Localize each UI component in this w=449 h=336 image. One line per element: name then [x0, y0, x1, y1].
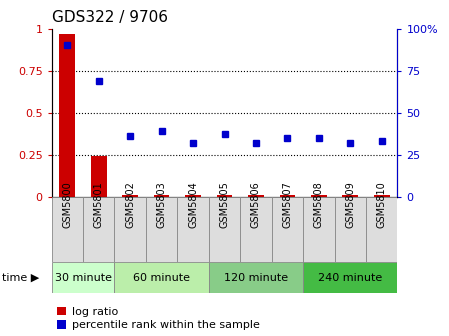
Text: 120 minute: 120 minute — [224, 272, 288, 283]
Text: GSM5809: GSM5809 — [345, 181, 355, 228]
Text: GDS322 / 9706: GDS322 / 9706 — [52, 10, 167, 25]
Bar — [335, 197, 366, 262]
Text: GSM5807: GSM5807 — [282, 181, 292, 228]
Bar — [343, 195, 358, 197]
Text: GSM5804: GSM5804 — [188, 181, 198, 228]
Bar — [114, 262, 209, 293]
Bar — [248, 195, 264, 197]
Bar — [122, 195, 138, 197]
Bar — [217, 195, 233, 197]
Bar — [59, 34, 75, 197]
Text: GSM5800: GSM5800 — [62, 181, 72, 228]
Text: 60 minute: 60 minute — [133, 272, 190, 283]
Bar — [114, 197, 146, 262]
Text: GSM5805: GSM5805 — [220, 181, 229, 228]
Bar — [303, 197, 335, 262]
Bar — [91, 156, 107, 197]
Text: time ▶: time ▶ — [2, 272, 40, 283]
Legend: log ratio, percentile rank within the sample: log ratio, percentile rank within the sa… — [57, 307, 260, 330]
Bar — [272, 197, 303, 262]
Text: GSM5803: GSM5803 — [157, 181, 167, 228]
Bar — [52, 197, 83, 262]
Bar — [279, 195, 295, 197]
Text: GSM5806: GSM5806 — [251, 181, 261, 228]
Bar — [83, 197, 114, 262]
Bar — [146, 197, 177, 262]
Bar — [374, 195, 390, 197]
Bar — [177, 197, 209, 262]
Bar — [311, 195, 327, 197]
Text: GSM5802: GSM5802 — [125, 181, 135, 228]
Text: GSM5810: GSM5810 — [377, 181, 387, 228]
Text: 30 minute: 30 minute — [55, 272, 111, 283]
Bar — [154, 195, 170, 197]
Bar — [303, 262, 397, 293]
Bar — [209, 197, 240, 262]
Bar — [209, 262, 303, 293]
Bar — [366, 197, 397, 262]
Bar — [240, 197, 272, 262]
Text: GSM5801: GSM5801 — [94, 181, 104, 228]
Text: GSM5808: GSM5808 — [314, 181, 324, 228]
Bar — [52, 262, 114, 293]
Bar — [185, 195, 201, 197]
Text: 240 minute: 240 minute — [318, 272, 383, 283]
